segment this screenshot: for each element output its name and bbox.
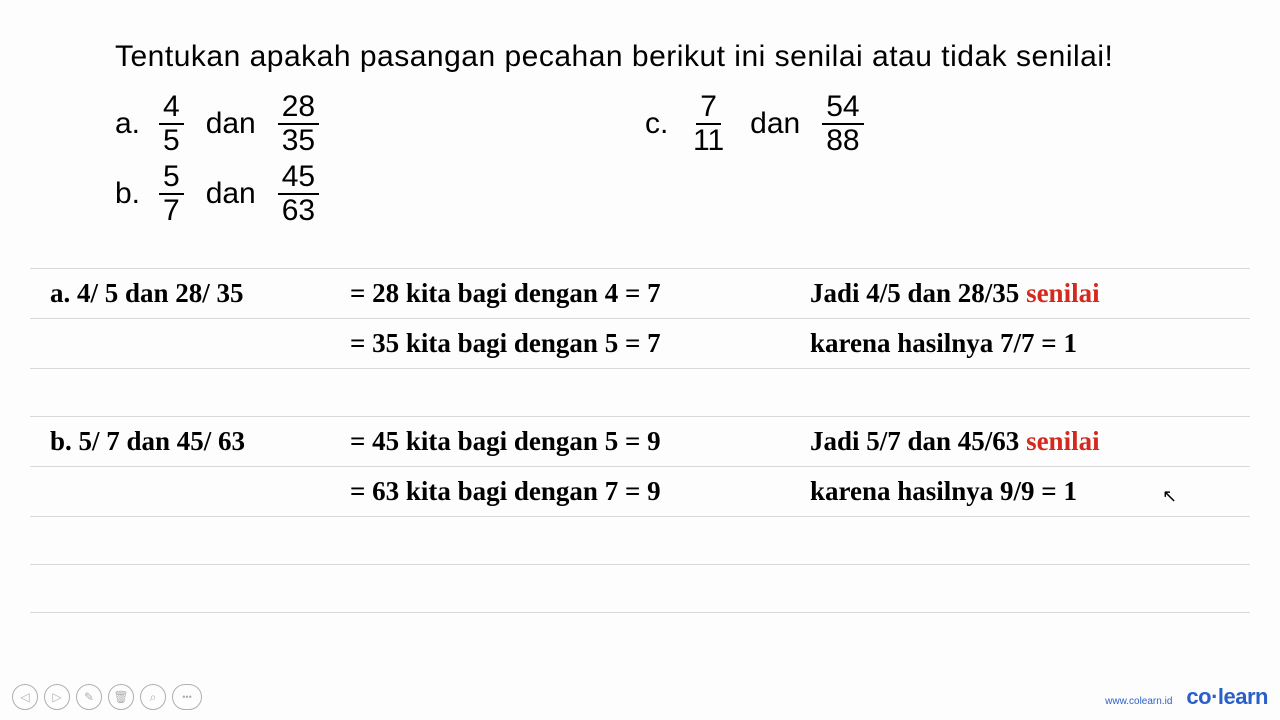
- problem-a: a. 4 5 dan 28 35: [115, 92, 645, 156]
- problem-label: c.: [645, 107, 673, 141]
- highlight-text: senilai: [1026, 278, 1100, 308]
- question-title: Tentukan apakah pasangan pecahan berikut…: [115, 40, 1165, 74]
- solution-conclusion: Jadi 5/7 dan 45/63 senilai: [810, 426, 1230, 457]
- problems-column-right: c. 7 11 dan 54 88: [645, 92, 864, 226]
- brand-co: co: [1186, 684, 1211, 709]
- fraction-numerator: 45: [278, 162, 319, 195]
- fraction-denominator: 88: [822, 125, 863, 156]
- solution-step: = 63 kita bagi dengan 7 = 9: [350, 476, 810, 507]
- back-button[interactable]: ◁: [12, 684, 38, 710]
- brand-learn: learn: [1218, 684, 1268, 709]
- play-button[interactable]: ▷: [44, 684, 70, 710]
- fraction-numerator: 28: [278, 92, 319, 125]
- fraction-denominator: 7: [159, 195, 184, 226]
- solution-row: a. 4/ 5 dan 28/ 35 = 28 kita bagi dengan…: [30, 269, 1250, 319]
- fraction-numerator: 7: [696, 92, 721, 125]
- trash-button[interactable]: 🗑: [108, 684, 134, 710]
- conclusion-text: Jadi 4/5 dan 28/35: [810, 278, 1026, 308]
- edit-button[interactable]: ✎: [76, 684, 102, 710]
- empty-row: [30, 613, 1250, 661]
- fraction-denominator: 35: [278, 125, 319, 156]
- fraction: 5 7: [159, 162, 184, 226]
- solution-row: b. 5/ 7 dan 45/ 63 = 45 kita bagi dengan…: [30, 417, 1250, 467]
- empty-row: [30, 369, 1250, 417]
- fraction: 7 11: [689, 92, 728, 156]
- fraction-denominator: 63: [278, 195, 319, 226]
- problem-label: a.: [115, 107, 143, 141]
- fraction: 45 63: [278, 162, 319, 226]
- fraction: 28 35: [278, 92, 319, 156]
- fraction: 54 88: [822, 92, 863, 156]
- fraction: 4 5: [159, 92, 184, 156]
- question-block: Tentukan apakah pasangan pecahan berikut…: [30, 40, 1250, 226]
- zoom-button[interactable]: ⌕: [140, 684, 166, 710]
- empty-row: [30, 517, 1250, 565]
- conjunction: dan: [200, 177, 262, 211]
- player-controls: ◁ ▷ ✎ 🗑 ⌕ •••: [12, 684, 202, 710]
- fraction-denominator: 11: [689, 125, 728, 156]
- solution-row: = 63 kita bagi dengan 7 = 9 karena hasil…: [30, 467, 1250, 517]
- fraction-numerator: 4: [159, 92, 184, 125]
- conjunction: dan: [200, 107, 262, 141]
- fraction-denominator: 5: [159, 125, 184, 156]
- empty-row: [30, 565, 1250, 613]
- conclusion-text: Jadi 5/7 dan 45/63: [810, 426, 1026, 456]
- fraction-numerator: 54: [822, 92, 863, 125]
- problem-c: c. 7 11 dan 54 88: [645, 92, 864, 156]
- problem-label: b.: [115, 177, 143, 211]
- solution-conclusion: Jadi 4/5 dan 28/35 senilai: [810, 278, 1230, 309]
- conjunction: dan: [744, 107, 806, 141]
- solution-label: a. 4/ 5 dan 28/ 35: [50, 278, 350, 309]
- more-button[interactable]: •••: [172, 684, 202, 710]
- highlight-text: senilai: [1026, 426, 1100, 456]
- problem-b: b. 5 7 dan 45 63: [115, 162, 645, 226]
- solution-reason: karena hasilnya 7/7 = 1: [810, 328, 1230, 359]
- problems-row: a. 4 5 dan 28 35 b. 5 7: [115, 92, 1165, 226]
- solution-step: = 35 kita bagi dengan 5 = 7: [350, 328, 810, 359]
- solution-row: = 35 kita bagi dengan 5 = 7 karena hasil…: [30, 319, 1250, 369]
- brand-dot: ·: [1211, 684, 1218, 709]
- solution-block: a. 4/ 5 dan 28/ 35 = 28 kita bagi dengan…: [30, 268, 1250, 661]
- brand-logo: co·learn: [1186, 684, 1268, 710]
- solution-label: b. 5/ 7 dan 45/ 63: [50, 426, 350, 457]
- solution-step: = 45 kita bagi dengan 5 = 9: [350, 426, 810, 457]
- brand-url: www.colearn.id: [1105, 696, 1172, 707]
- solution-reason: karena hasilnya 9/9 = 1: [810, 476, 1230, 507]
- content-area: Tentukan apakah pasangan pecahan berikut…: [0, 0, 1280, 661]
- fraction-numerator: 5: [159, 162, 184, 195]
- problems-column-left: a. 4 5 dan 28 35 b. 5 7: [115, 92, 645, 226]
- footer-right: www.colearn.id co·learn: [1105, 684, 1268, 710]
- footer: ◁ ▷ ✎ 🗑 ⌕ ••• www.colearn.id co·learn: [0, 684, 1280, 710]
- solution-step: = 28 kita bagi dengan 4 = 7: [350, 278, 810, 309]
